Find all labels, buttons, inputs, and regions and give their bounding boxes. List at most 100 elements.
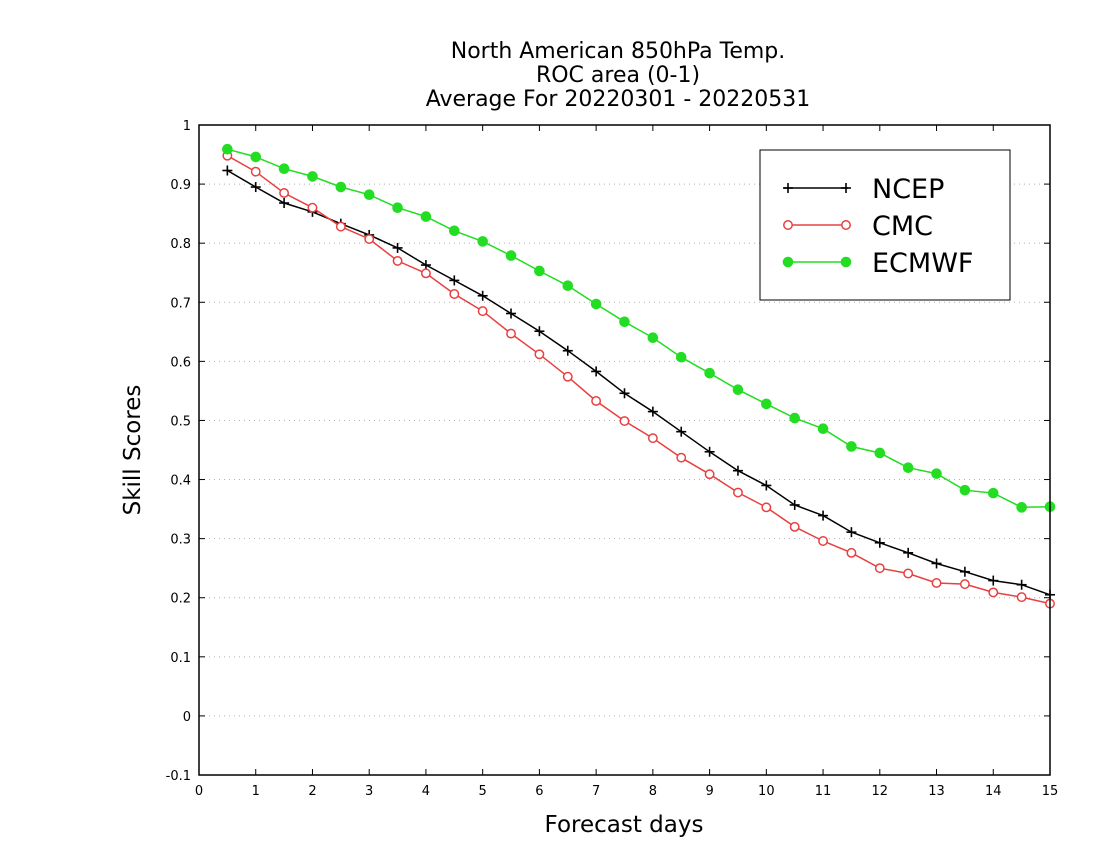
data-point-ecmwf: [590, 298, 602, 310]
data-point-cmc: [874, 563, 885, 574]
legend-item-ncep: NCEP: [783, 174, 944, 205]
y-tick-label: 0.9: [170, 178, 191, 193]
data-point-ecmwf: [647, 332, 659, 344]
data-point-ncep: [534, 326, 545, 337]
data-point-cmc: [591, 396, 602, 406]
data-point-ecmwf: [307, 171, 318, 182]
legend-item-cmc: CMC: [783, 211, 933, 242]
data-point-ecmwf: [874, 447, 886, 459]
data-point-ncep: [562, 345, 573, 356]
data-point-ncep: [874, 537, 885, 548]
data-point-cmc: [279, 188, 290, 198]
data-point-cmc: [647, 433, 658, 444]
data-point-ecmwf: [704, 367, 715, 379]
plot-frame: [198, 124, 1051, 776]
data-point-cmc: [477, 306, 488, 317]
data-point-ncep: [988, 575, 999, 586]
legend-marker: [841, 220, 851, 230]
chart-title: North American 850hPa Temp.ROC area (0-1…: [426, 39, 811, 112]
data-point-ncep: [619, 388, 630, 399]
data-point-cmc: [988, 587, 999, 598]
x-tick-label: 14: [985, 784, 1002, 799]
data-point-cmc: [931, 578, 942, 588]
data-point-ncep: [449, 275, 460, 286]
y-tick-label: 0.6: [170, 355, 191, 370]
data-point-cmc: [307, 202, 318, 213]
data-point-cmc: [903, 568, 914, 579]
data-point-ncep: [789, 499, 800, 510]
legend: NCEP CMC ECMWF: [759, 149, 1011, 301]
legend-marker: [782, 256, 794, 268]
x-tick-label: 3: [365, 784, 373, 799]
legend-label: CMC: [872, 211, 933, 242]
data-point-ecmwf: [987, 487, 999, 499]
data-point-ecmwf: [562, 280, 574, 292]
axis-ticks: -0.100.10.20.30.40.50.60.70.80.910 1 2 3 4 5 6…: [166, 119, 1059, 799]
y-tick-label: -0.1: [166, 769, 191, 784]
data-point-ncep: [931, 558, 942, 569]
x-tick-label: 6: [535, 784, 543, 799]
series-cmc: [222, 150, 1055, 609]
data-point-ecmwf: [278, 163, 290, 175]
y-tick-label: 0.5: [170, 414, 191, 429]
legend-item-ecmwf: ECMWF: [782, 248, 973, 279]
data-point-cmc: [449, 289, 460, 299]
data-point-cmc: [562, 371, 573, 382]
data-point-ncep: [903, 547, 914, 558]
legend-box: [759, 149, 1011, 301]
legend-marker: [783, 183, 793, 193]
series-lines: [222, 143, 1056, 609]
data-point-ncep: [818, 510, 829, 521]
legend-marker: [841, 183, 851, 193]
data-point-ecmwf: [959, 484, 971, 496]
x-axis-label: Forecast days: [545, 812, 704, 838]
legend-label: ECMWF: [872, 248, 973, 279]
chart-title-line: Average For 20220301 - 20220531: [426, 87, 811, 112]
data-point-ncep: [477, 290, 488, 301]
data-point-ecmwf: [1016, 502, 1027, 513]
y-tick-label: 0.7: [170, 296, 191, 311]
x-tick-label: 0: [195, 784, 203, 799]
data-point-ecmwf: [420, 211, 432, 222]
y-tick-label: 0.3: [170, 533, 191, 548]
data-point-ecmwf: [619, 316, 630, 328]
data-point-ecmwf: [222, 143, 233, 155]
data-point-cmc: [534, 349, 545, 360]
x-tick-label: 12: [872, 784, 889, 799]
data-point-cmc: [1016, 592, 1027, 603]
data-point-ecmwf: [902, 462, 914, 474]
series-line-cmc: [227, 155, 1051, 605]
data-point-ncep: [279, 198, 290, 208]
x-tick-label: 1: [252, 784, 260, 799]
data-point-cmc: [420, 268, 431, 279]
data-point-cmc: [789, 521, 800, 532]
data-point-ecmwf: [534, 265, 545, 277]
data-point-ecmwf: [363, 189, 375, 201]
data-point-ncep: [647, 406, 658, 417]
data-point-ncep: [506, 308, 517, 319]
data-point-cmc: [761, 502, 772, 513]
x-tick-label: 11: [815, 784, 832, 799]
x-tick-label: 9: [705, 784, 713, 799]
data-point-ecmwf: [931, 468, 942, 479]
data-point-ncep: [846, 527, 857, 538]
data-point-cmc: [959, 579, 970, 590]
data-point-ncep: [704, 446, 715, 457]
data-point-ecmwf: [761, 398, 772, 410]
data-point-ecmwf: [732, 384, 744, 396]
data-point-cmc: [818, 536, 829, 546]
y-tick-label: 0.4: [170, 474, 191, 489]
data-point-ecmwf: [477, 236, 488, 247]
x-tick-label: 15: [1042, 784, 1059, 799]
data-point-cmc: [619, 416, 630, 426]
data-point-cmc: [335, 221, 346, 232]
data-point-ecmwf: [250, 151, 262, 163]
data-point-cmc: [392, 255, 403, 266]
data-point-ncep: [591, 366, 602, 377]
data-point-ncep: [761, 480, 772, 491]
data-point-cmc: [704, 469, 715, 480]
y-tick-label: 0.2: [170, 592, 191, 607]
x-tick-label: 4: [422, 784, 430, 799]
data-point-ncep: [959, 566, 970, 577]
data-point-ecmwf: [505, 250, 517, 261]
